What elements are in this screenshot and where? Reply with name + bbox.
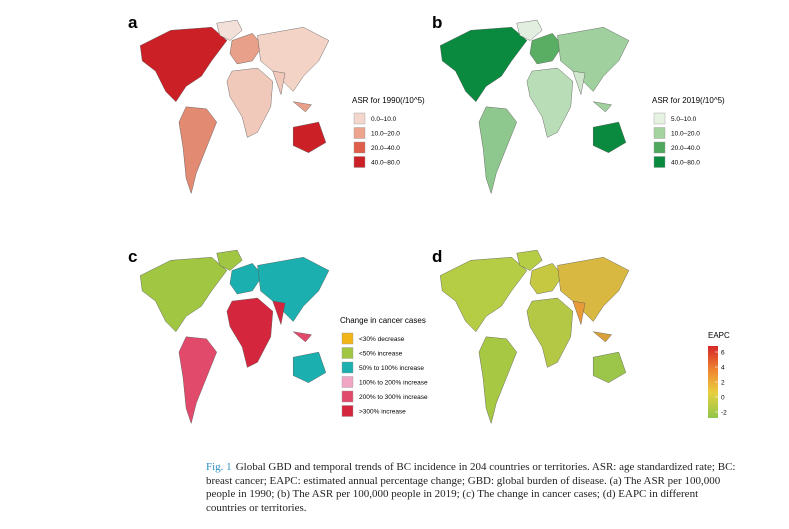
region — [229, 263, 263, 295]
colorbar — [708, 346, 718, 418]
region — [226, 67, 274, 138]
panel-letter: a — [128, 13, 138, 32]
region — [557, 257, 630, 322]
colorbar-label: 0 — [721, 395, 725, 402]
legend-label: 0.0–10.0 — [371, 116, 397, 123]
map — [439, 19, 630, 195]
region — [478, 336, 517, 425]
region — [272, 70, 286, 96]
legend-label: 20.0–40.0 — [671, 145, 700, 152]
legend-title: Change in cancer cases — [340, 316, 426, 325]
region — [529, 33, 563, 65]
colorbar-label: 4 — [721, 365, 725, 372]
region — [526, 67, 574, 138]
region — [292, 121, 327, 153]
legend-swatch — [341, 347, 354, 359]
legend-swatch — [341, 390, 354, 403]
legend-swatch — [353, 127, 366, 139]
legend-title: ASR for 2019(/10^5) — [652, 96, 725, 105]
legend-label: 50% to 100% increase — [359, 365, 424, 372]
panel-letter: d — [432, 247, 442, 266]
colorbar-label: 6 — [721, 350, 725, 357]
map — [139, 19, 330, 195]
legend-swatch — [353, 112, 366, 125]
caption: Fig. 1 Global GBD and temporal trends of … — [206, 461, 741, 515]
colorbar-label: -2 — [721, 410, 727, 417]
region — [572, 70, 586, 96]
region — [292, 331, 312, 343]
legend-label: 40.0–80.0 — [371, 160, 400, 167]
region — [292, 101, 312, 113]
legend-label: <50% increase — [359, 351, 403, 358]
region — [439, 257, 528, 333]
region — [592, 331, 612, 343]
legend-swatch — [341, 376, 354, 388]
region — [439, 27, 528, 103]
region — [226, 297, 274, 368]
legend-label: >300% increase — [359, 409, 406, 416]
region — [529, 263, 563, 295]
region — [139, 257, 228, 333]
region — [257, 27, 330, 92]
colorbar-title: EAPC — [708, 331, 730, 340]
legend-swatch — [653, 112, 666, 125]
legend-swatch — [341, 405, 354, 417]
colorbar-label: 2 — [721, 380, 725, 387]
region — [572, 300, 586, 326]
region — [178, 106, 217, 195]
map — [439, 249, 630, 425]
legend-swatch — [653, 156, 666, 168]
legend-label: 5.0–10.0 — [671, 116, 697, 123]
legend-swatch — [353, 141, 366, 154]
legend-swatch — [653, 127, 666, 139]
region — [257, 257, 330, 322]
region — [216, 19, 243, 41]
legend-label: 40.0–80.0 — [671, 160, 700, 167]
legend-label: 10.0–20.0 — [671, 131, 700, 138]
region — [229, 33, 263, 65]
legend-label: 10.0–20.0 — [371, 131, 400, 138]
region — [592, 121, 627, 153]
caption-label: Fig. 1 — [206, 461, 232, 473]
legend-label: 20.0–40.0 — [371, 145, 400, 152]
region — [478, 106, 517, 195]
legend-swatch — [341, 332, 354, 345]
region — [272, 300, 286, 326]
legend-label: <30% decrease — [359, 336, 405, 343]
legend-label: 200% to 300% increase — [359, 394, 428, 401]
map — [139, 249, 330, 425]
region — [292, 351, 327, 383]
region — [216, 249, 243, 271]
region — [557, 27, 630, 92]
figure: a ASR for 1990(/10^5) 0.0–10.0 10.0–20.0 20.… — [128, 13, 730, 425]
panel-letter: c — [128, 247, 137, 266]
legend-title: ASR for 1990(/10^5) — [352, 96, 425, 105]
legend-swatch — [653, 141, 666, 154]
legend-label: 100% to 200% increase — [359, 380, 428, 387]
caption-text: Global GBD and temporal trends of BC inc… — [206, 461, 736, 514]
legend-swatch — [341, 361, 354, 374]
legend-swatch — [353, 156, 366, 168]
region — [526, 297, 574, 368]
region — [516, 249, 543, 271]
region — [178, 336, 217, 425]
panel-letter: b — [432, 13, 442, 32]
region — [592, 351, 627, 383]
region — [139, 27, 228, 103]
region — [592, 101, 612, 113]
region — [516, 19, 543, 41]
